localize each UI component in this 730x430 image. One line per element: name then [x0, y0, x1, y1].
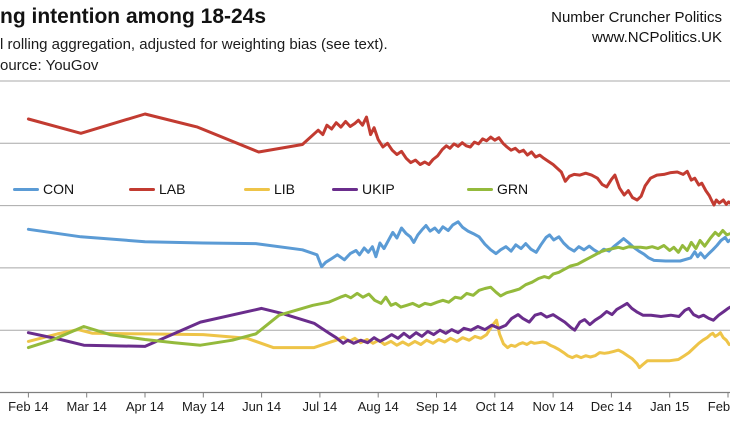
legend-label-lib: LIB: [274, 181, 296, 197]
x-axis-label-10: Dec 14: [590, 399, 632, 414]
x-axis-label-8: Oct 14: [475, 399, 514, 414]
chart-title: ng intention among 18-24s: [0, 5, 267, 28]
x-axis-label-12: Feb 15: [707, 399, 730, 414]
x-axis-label-5: Jul 14: [302, 399, 338, 414]
legend-item-ukip: UKIP: [332, 181, 395, 197]
legend-item-grn: GRN: [467, 181, 528, 197]
chart-source-note: ource: YouGov: [0, 57, 99, 74]
x-axis-label-1: Mar 14: [66, 399, 107, 414]
x-axis-label-4: Jun 14: [242, 399, 282, 414]
legend-swatch-lab: [129, 187, 155, 191]
legend-swatch-lib: [244, 187, 270, 191]
series-line-ukip: [26, 301, 730, 348]
legend-swatch-ukip: [332, 187, 358, 191]
x-axis-label-11: Jan 15: [650, 399, 690, 414]
brand-name: Number Cruncher Politics: [551, 9, 722, 26]
series-line-lib: [26, 318, 730, 370]
x-axis-labels: Feb 14 Mar 14 Apr 14 May 14 Jun 14 Jul 14 Aug …: [0, 399, 730, 419]
legend-item-lab: LAB: [129, 181, 185, 197]
legend-label-con: CON: [43, 181, 75, 197]
x-axis-label-0: Feb 14: [8, 399, 49, 414]
x-axis-label-7: Sep 14: [415, 399, 458, 414]
brand-url: www.NCPolitics.UK: [591, 29, 722, 46]
x-axis-label-3: May 14: [181, 399, 225, 414]
series-line-grn: [26, 229, 730, 350]
legend-label-grn: GRN: [497, 181, 529, 197]
legend-swatch-grn: [467, 187, 493, 191]
chart-subtitle: l rolling aggregation, adjusted for weig…: [0, 36, 388, 53]
x-axis-label-9: Nov 14: [532, 399, 574, 414]
legend-label-ukip: UKIP: [362, 181, 395, 197]
series-line-con: [26, 220, 730, 269]
legend-swatch-con: [13, 187, 39, 191]
legend-item-con: CON: [13, 181, 74, 197]
x-axis-label-2: Apr 14: [125, 399, 165, 414]
legend-label-lab: LAB: [159, 181, 186, 197]
x-axis-label-6: Aug 14: [357, 399, 399, 414]
legend-item-lib: LIB: [244, 181, 295, 197]
series-line-lab: [26, 112, 730, 207]
brand-block: Number Cruncher Politics www.NCPolitics.…: [551, 8, 722, 48]
chart-legend: CON LAB LIB UKIP GRN: [0, 181, 730, 197]
